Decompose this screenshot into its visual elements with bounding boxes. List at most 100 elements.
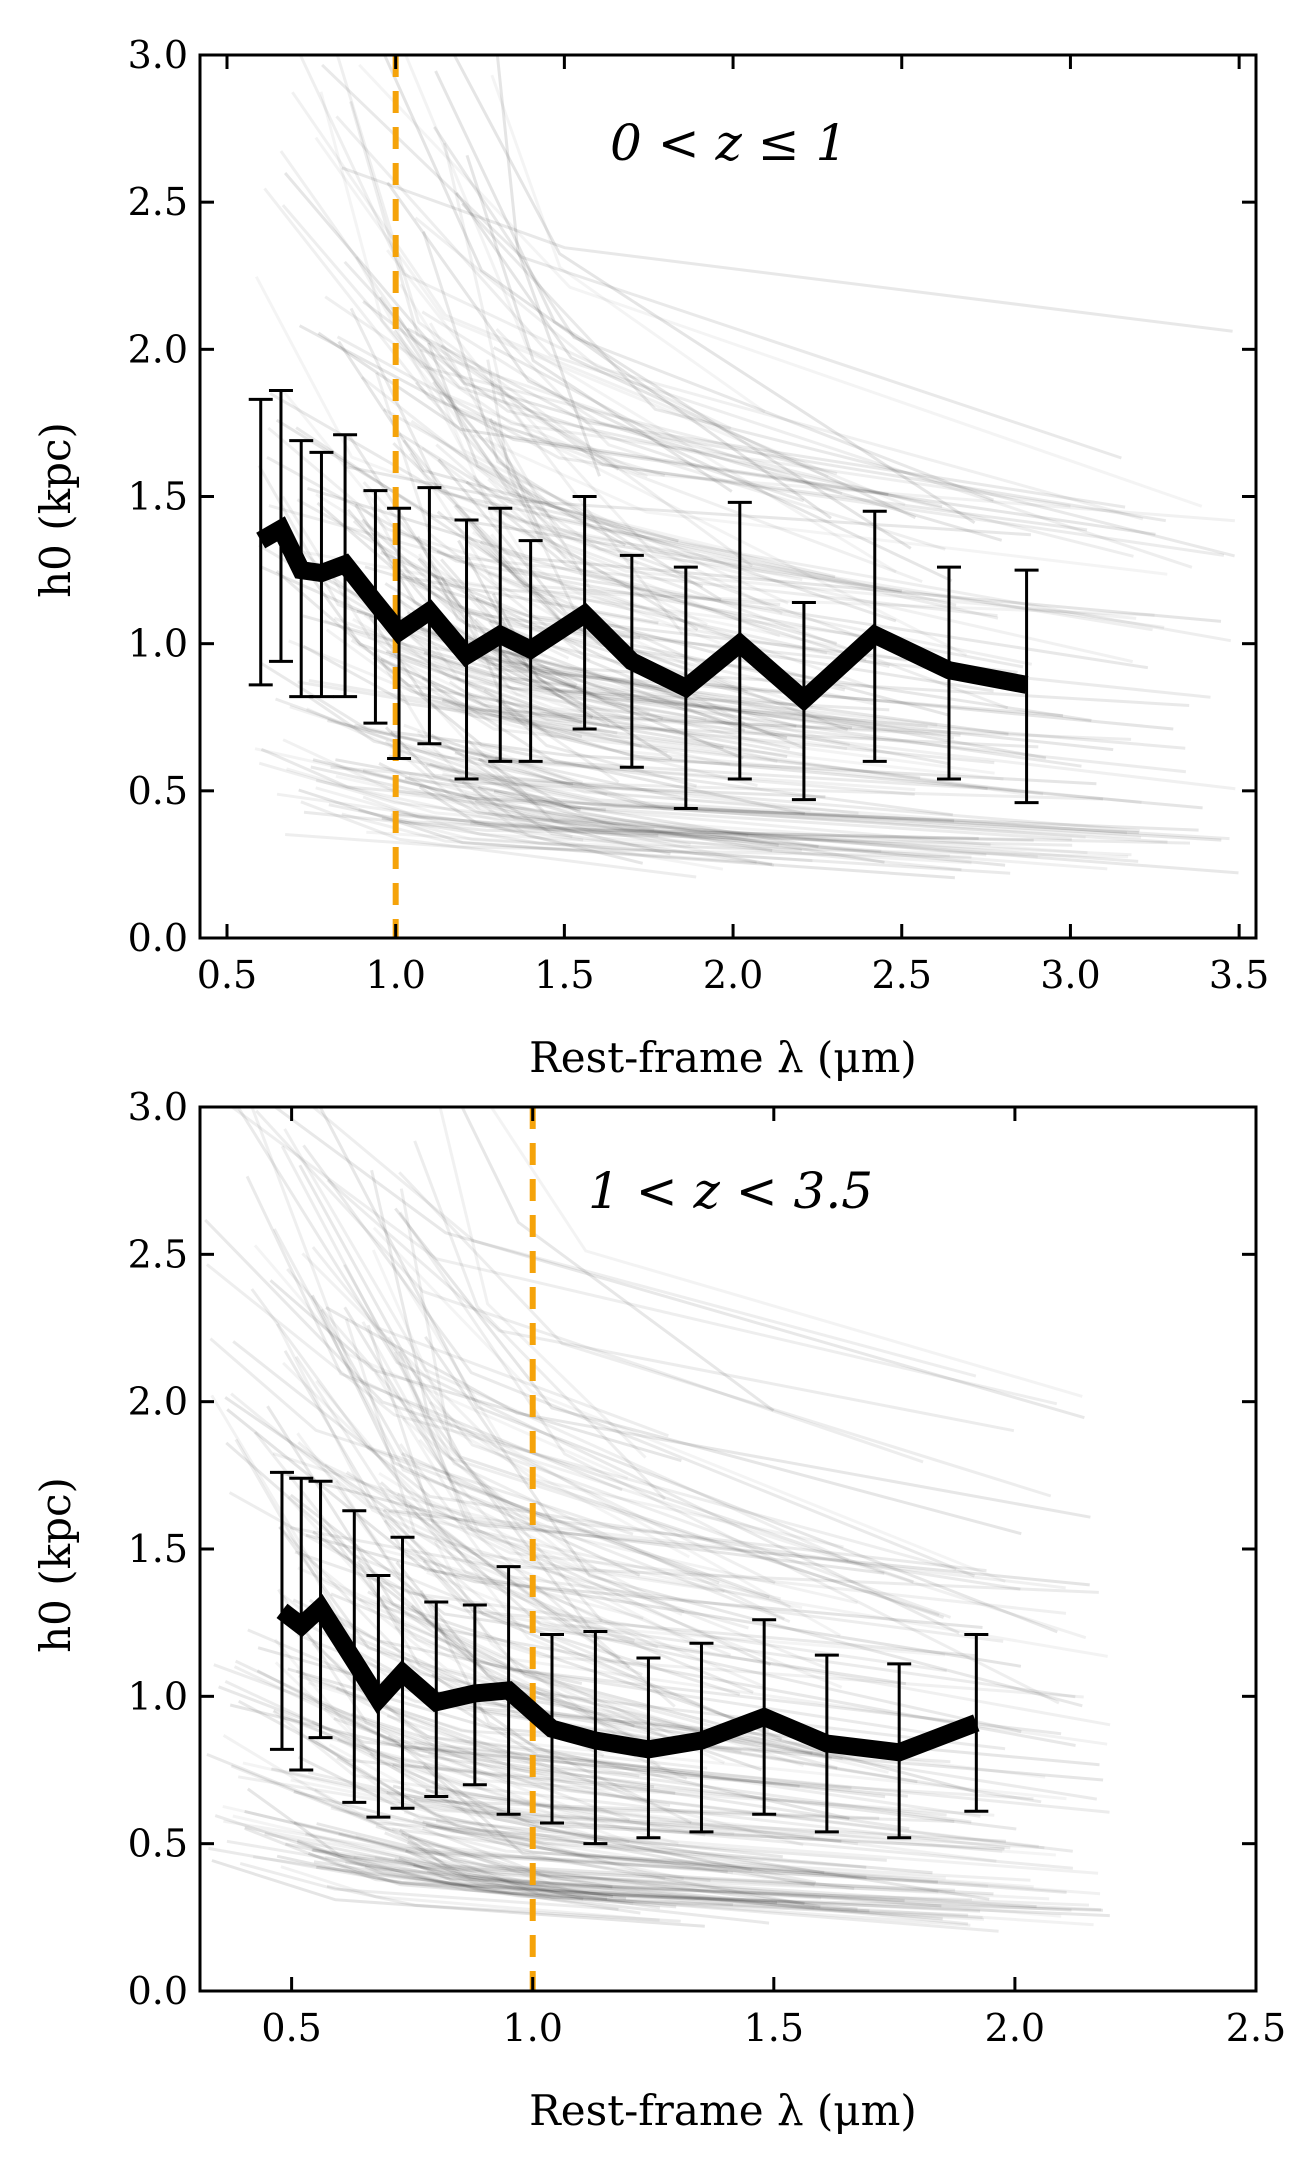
galaxy-track — [325, 628, 668, 755]
galaxy-track — [276, 792, 1132, 857]
galaxy-track — [399, 283, 649, 478]
galaxy-track — [430, 733, 819, 849]
galaxy-track — [391, 1763, 990, 1901]
galaxy-track — [359, 1597, 1084, 1699]
galaxy-track — [296, 1432, 644, 1620]
galaxy-track — [228, 1491, 947, 1673]
galaxy-track — [491, 379, 1134, 664]
galaxy-track — [325, 1306, 1091, 1519]
galaxy-track — [454, 751, 1222, 842]
galaxy-track — [232, 1340, 1021, 1591]
galaxy-track — [413, 1863, 969, 1917]
galaxy-track — [223, 1819, 946, 1880]
galaxy-track — [204, 1218, 914, 1584]
galaxy-track — [234, 1659, 972, 1824]
galaxy-track — [244, 1827, 770, 1925]
galaxy-track — [393, 1351, 705, 1651]
median-point — [551, 1727, 553, 1730]
galaxy-track — [282, 1361, 858, 1605]
galaxy-track — [487, 477, 781, 638]
galaxy-track — [289, 1493, 907, 1686]
galaxy-track — [409, 1409, 792, 1609]
galaxy-track — [398, 1211, 1060, 1705]
galaxy-track — [398, 1856, 608, 1900]
y-tick-label: 1.0 — [128, 1674, 188, 1718]
galaxy-track — [293, 1820, 728, 1874]
galaxy-track — [361, 1321, 827, 1670]
galaxy-track — [483, 689, 758, 788]
galaxy-track — [477, 785, 773, 866]
galaxy-track — [399, 1188, 604, 1623]
galaxy-track — [464, 635, 1114, 752]
galaxy-track — [244, 1825, 1050, 1901]
galaxy-track — [398, 432, 836, 579]
galaxy-track — [402, 439, 890, 668]
galaxy-track — [320, 1308, 772, 1667]
galaxy-track — [314, 136, 829, 479]
galaxy-track — [307, 1851, 677, 1909]
galaxy-track — [386, 1791, 1006, 1843]
galaxy-track — [282, 1715, 1011, 1850]
galaxy-track — [326, 1884, 681, 1923]
y-tick-label: 0.5 — [128, 1822, 188, 1866]
galaxy-track — [254, 747, 1086, 839]
galaxy-track — [381, 816, 1011, 875]
galaxy-track — [428, 322, 789, 605]
galaxy-track — [490, 646, 949, 766]
galaxy-track — [272, 1228, 791, 1623]
galaxy-track — [354, 723, 915, 796]
galaxy-track — [392, 1784, 1005, 1851]
galaxy-track — [387, 1510, 725, 1594]
median-line — [256, 516, 1029, 712]
galaxy-track — [495, 328, 946, 551]
galaxy-track — [373, 649, 584, 784]
galaxy-track — [258, 761, 802, 852]
galaxy-track — [269, 1279, 682, 1463]
galaxy-track — [335, 758, 826, 799]
median-point — [320, 572, 323, 575]
galaxy-track — [239, 1861, 619, 1911]
galaxy-track — [421, 231, 722, 602]
galaxy-track — [479, 758, 775, 867]
galaxy-track — [281, 204, 838, 476]
galaxy-track — [438, 1107, 647, 1459]
galaxy-track — [285, 1842, 943, 1921]
galaxy-track — [284, 833, 972, 859]
median-point — [583, 613, 586, 616]
galaxy-track — [308, 679, 1132, 741]
galaxy-track — [488, 809, 950, 858]
galaxy-track — [306, 694, 574, 786]
median-point — [898, 1751, 901, 1754]
galaxy-track — [384, 1831, 999, 1933]
y-tick-label: 2.5 — [128, 180, 188, 224]
galaxy-track — [418, 553, 778, 763]
x-tick-label: 0.5 — [197, 953, 257, 997]
galaxy-track — [422, 1826, 942, 1908]
galaxy-track — [382, 55, 832, 520]
galaxy-track — [336, 335, 1225, 557]
galaxy-track — [312, 758, 955, 823]
galaxy-track — [300, 800, 697, 879]
galaxy-track — [302, 644, 724, 750]
galaxy-track — [266, 455, 1024, 669]
galaxy-track — [352, 617, 995, 775]
galaxy-track — [327, 719, 988, 791]
galaxy-track — [418, 785, 644, 865]
galaxy-track — [288, 639, 1027, 796]
median-point — [975, 1721, 978, 1724]
galaxy-track — [286, 767, 882, 853]
galaxy-track — [317, 1733, 995, 1817]
galaxy-track — [273, 1709, 671, 1807]
median-point — [825, 1742, 828, 1745]
median-point — [647, 1748, 650, 1751]
median-point — [319, 1606, 322, 1609]
galaxy-track — [236, 1107, 960, 1635]
galaxy-track — [470, 821, 1073, 847]
galaxy-track — [266, 1405, 770, 1732]
galaxy-track — [297, 1441, 1111, 1727]
x-axis-label: Rest-frame λ (μm) — [529, 2086, 917, 2135]
galaxy-track — [286, 1268, 940, 1617]
galaxy-track — [408, 774, 987, 857]
galaxy-track — [390, 730, 1097, 786]
galaxy-track — [290, 1778, 815, 1838]
